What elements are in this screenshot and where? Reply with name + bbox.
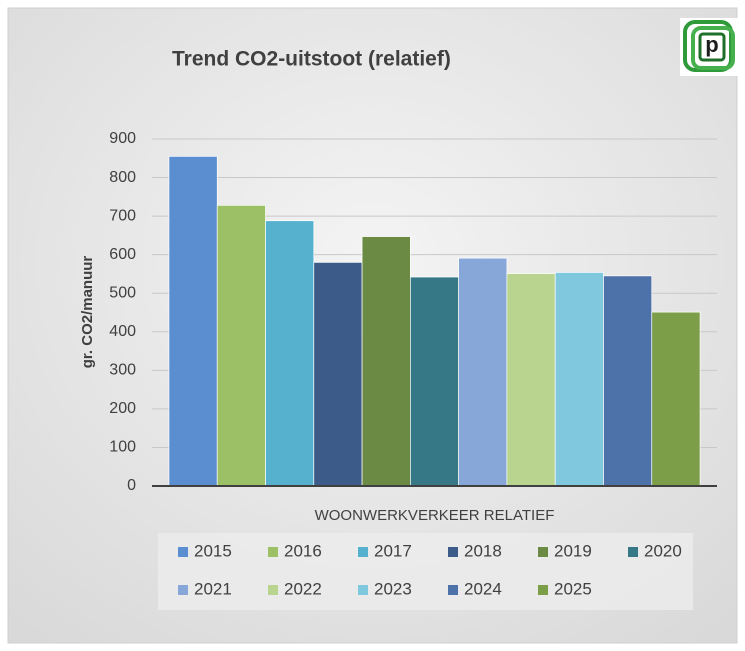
bar [216, 204, 266, 487]
legend-swatch [538, 547, 548, 557]
y-tick-label: 900 [109, 130, 136, 147]
legend-swatch [538, 585, 548, 595]
legend-label: 2017 [374, 541, 412, 560]
bar [168, 156, 218, 487]
legend-swatch [268, 585, 278, 595]
legend-swatch [628, 547, 638, 557]
y-tick-label: 200 [109, 400, 136, 417]
y-tick-label: 600 [109, 246, 136, 263]
logo-letter: p [705, 32, 718, 57]
bar [554, 272, 604, 487]
y-tick-label: 500 [109, 284, 136, 301]
legend-label: 2022 [284, 579, 322, 598]
bar [313, 262, 363, 487]
x-tick-label: WOONWERKVERKEER RELATIEF [315, 507, 555, 524]
legend-swatch [448, 547, 458, 557]
bar [410, 276, 459, 487]
legend-swatch [178, 585, 188, 595]
legend-label: 2021 [194, 579, 232, 598]
legend-swatch [358, 547, 368, 557]
y-tick-label: 300 [109, 362, 136, 379]
legend-label: 2024 [464, 579, 502, 598]
legend-swatch [178, 547, 188, 557]
legend-label: 2015 [194, 541, 232, 560]
y-tick-label: 700 [109, 207, 136, 224]
legend-label: 2023 [374, 579, 412, 598]
legend-swatch [448, 585, 458, 595]
legend-swatch [358, 585, 368, 595]
legend-label: 2016 [284, 541, 322, 560]
bar [506, 273, 556, 487]
y-tick-label: 100 [109, 439, 136, 456]
legend-label: 2025 [554, 579, 592, 598]
y-tick-label: 800 [109, 169, 136, 186]
legend-label: 2019 [554, 541, 592, 560]
bar [458, 257, 508, 487]
y-axis-label: gr. CO2/manuur [79, 256, 96, 369]
legend-box [158, 533, 693, 610]
legend-label: 2018 [464, 541, 502, 560]
chart-title: Trend CO2-uitstoot (relatief) [172, 48, 451, 71]
legend-swatch [268, 547, 278, 557]
bar [265, 220, 315, 487]
y-tick-label: 400 [109, 323, 136, 340]
bar [361, 236, 411, 487]
bar [651, 311, 701, 487]
legend-label: 2020 [644, 541, 682, 560]
bar [603, 275, 653, 487]
logo: p [680, 18, 742, 76]
y-tick-label: 0 [127, 477, 136, 494]
